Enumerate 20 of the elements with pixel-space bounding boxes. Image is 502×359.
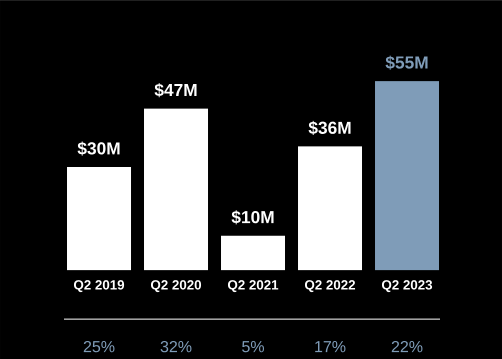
bar	[67, 166, 132, 270]
data-label: $55M	[386, 56, 428, 70]
bar	[144, 108, 208, 270]
text: 32%	[160, 340, 192, 352]
data-label: $30M	[78, 141, 120, 156]
x-tick-label: Q2 2020	[150, 280, 202, 292]
text: 22%	[392, 340, 422, 352]
text: 5%	[242, 340, 264, 352]
x-tick-label: Q2 2019	[74, 280, 124, 292]
bar	[375, 81, 440, 270]
data-label: $10M	[232, 210, 274, 224]
x-tick-label: Q2 2021	[228, 280, 278, 292]
text: 25%	[84, 340, 114, 352]
x-tick-label: Q2 2022	[304, 280, 356, 292]
bar	[221, 236, 286, 270]
x-tick-label: Q2 2023	[382, 280, 432, 292]
bar	[298, 146, 362, 270]
data-label: $36M	[308, 120, 351, 135]
data-label: $47M	[154, 83, 197, 98]
text: 17%	[315, 340, 346, 352]
